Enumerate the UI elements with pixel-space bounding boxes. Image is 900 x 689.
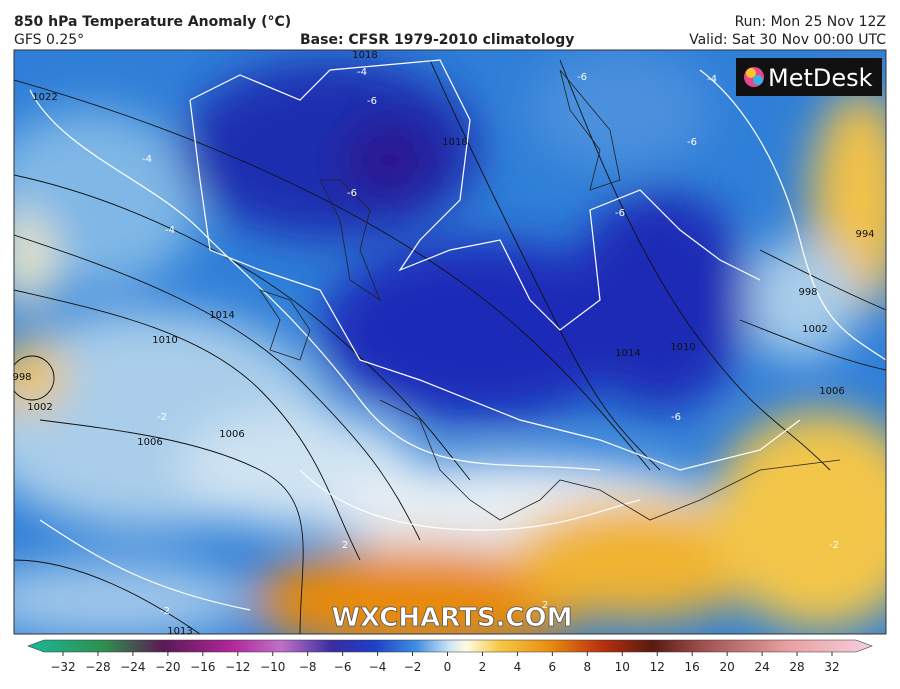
anomaly-label: 2 — [342, 540, 348, 551]
isobar-label: 1010 — [670, 342, 695, 353]
base: Base: CFSR 1979-2010 climatology — [300, 32, 574, 48]
isobar-label: 1022 — [32, 92, 57, 103]
colorbar-tick-label: 2 — [479, 660, 487, 674]
colorbar-tick-label: 16 — [685, 660, 700, 674]
anomaly-label: -6 — [367, 96, 377, 107]
anomaly-label: -6 — [615, 208, 625, 219]
map-labels: 1022 1018 1018 1014 1010 1002 1006 1006 998 1002 1… — [12, 50, 874, 637]
colorbar-tick-label: 24 — [754, 660, 769, 674]
colorbar-tick-label: −20 — [155, 660, 180, 674]
isobar-label: 1002 — [802, 324, 827, 335]
colorbar-tick-label: −32 — [50, 660, 75, 674]
logo-text: MetDesk — [768, 64, 873, 92]
isobar-label: 998 — [798, 287, 817, 298]
colorbar-tick-label: 10 — [615, 660, 630, 674]
run: Run: Mon 25 Nov 12Z — [735, 14, 886, 30]
anomaly-label: -6 — [671, 412, 681, 423]
anomaly-label: 2 — [542, 600, 548, 611]
isobar-label: 1002 — [27, 402, 52, 413]
valid: Valid: Sat 30 Nov 00:00 UTC — [689, 32, 886, 48]
logo: MetDesk — [736, 58, 882, 96]
anomaly-label: -4 — [357, 67, 367, 78]
isobar-label: 1013 — [167, 626, 192, 637]
colorbar-tick-label: −2 — [404, 660, 422, 674]
map — [14, 50, 886, 634]
colorbar-tick-label: −16 — [190, 660, 215, 674]
colorbar: −32 −28 −24 −20 −16 −12 −10 −8 −6 −4 −2 0 2 4 6 8 10 12 16… — [27, 639, 873, 674]
colorbar-tick-label: 32 — [824, 660, 839, 674]
colorbar-tick-label: −24 — [120, 660, 145, 674]
colorbar-tick-label: 0 — [444, 660, 452, 674]
colorbar-tick-label: 4 — [514, 660, 522, 674]
colorbar-tick-label: 6 — [549, 660, 557, 674]
isobar-label: 1018 — [442, 137, 467, 148]
isobar-label: 1018 — [352, 50, 377, 61]
anomaly-label: -6 — [687, 137, 697, 148]
isobar-label: 1006 — [819, 386, 844, 397]
anomaly-label: -4 — [707, 74, 717, 85]
colorbar-tick-label: −4 — [369, 660, 387, 674]
isobar-label: 994 — [855, 229, 874, 240]
map-frame — [13, 49, 887, 635]
colorbar-tick-label: −6 — [334, 660, 352, 674]
isobar-label: 1006 — [137, 437, 162, 448]
anomaly-label: -6 — [577, 72, 587, 83]
colorbar-tick-label: 12 — [650, 660, 665, 674]
colorbar-tick-label: −10 — [260, 660, 285, 674]
anomaly-label: -2 — [160, 606, 170, 617]
colorbar-tick-label: 20 — [719, 660, 734, 674]
model: GFS 0.25° — [14, 32, 84, 48]
colorbar-tick-label: 28 — [789, 660, 804, 674]
colorbar-tick-label: 8 — [583, 660, 591, 674]
isobar-label: 998 — [12, 372, 31, 383]
colorbar-bar — [27, 639, 873, 653]
colorbar-tick-label: −8 — [299, 660, 317, 674]
isobar-label: 1006 — [219, 429, 244, 440]
isobar-label: 1014 — [209, 310, 234, 321]
colorbar-tick-label: −28 — [85, 660, 110, 674]
watermark: WXCHARTS.COM — [331, 603, 572, 633]
anomaly-label: -2 — [829, 540, 839, 551]
anomaly-label: -4 — [165, 225, 175, 236]
anomaly-label: -2 — [157, 412, 167, 423]
isobar-label: 1010 — [152, 335, 177, 346]
isobar-label: 1014 — [615, 348, 640, 359]
anomaly-label: -6 — [347, 188, 357, 199]
anomaly-label: -4 — [142, 154, 152, 165]
title: 850 hPa Temperature Anomaly (°C) — [14, 14, 291, 30]
colorbar-tick-label: −12 — [225, 660, 250, 674]
